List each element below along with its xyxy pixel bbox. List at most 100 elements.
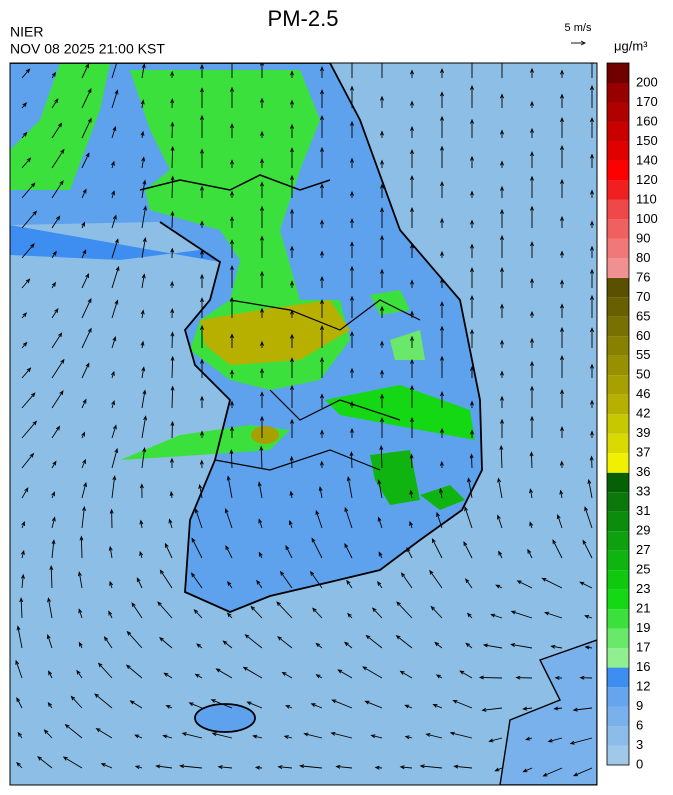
- colorbar: 0369121617192123252729313336373942465055…: [606, 62, 658, 771]
- wind-arrow: [111, 299, 119, 319]
- wind-arrow: [467, 477, 473, 499]
- wind-arrow: [410, 100, 414, 108]
- wind-arrow: [290, 333, 294, 348]
- wind-arrow: [289, 490, 294, 499]
- wind-arrow: [244, 634, 263, 649]
- wind-arrow: [500, 129, 504, 138]
- wind-arrow: [350, 367, 354, 378]
- wind-arrow: [157, 601, 173, 619]
- wind-arrow: [81, 273, 90, 289]
- wind-arrow: [136, 577, 143, 589]
- wind-arrow: [550, 644, 563, 649]
- wind-arrow: [589, 455, 594, 469]
- wind-arrow: [51, 539, 56, 559]
- wind-arrow: [584, 645, 593, 650]
- wind-arrow: [70, 695, 83, 709]
- wind-arrow: [260, 97, 264, 108]
- wind-arrow: [530, 277, 534, 288]
- title: PM-2.5: [268, 6, 339, 31]
- wind-arrow: [315, 674, 323, 679]
- wind-arrow: [290, 147, 294, 168]
- pm-area: [120, 425, 290, 460]
- colorbar-label: 39: [636, 425, 650, 440]
- wind-arrow: [530, 415, 534, 438]
- colorbar-label: 150: [636, 133, 658, 148]
- wind-arrow: [470, 400, 474, 408]
- wind-arrow: [51, 358, 65, 379]
- wind-arrow: [440, 325, 444, 348]
- wind-arrow: [140, 340, 145, 349]
- wind-arrow: [168, 518, 173, 529]
- wind-arrow: [530, 205, 534, 228]
- wind-arrow: [16, 625, 23, 649]
- wind-arrow: [81, 458, 86, 469]
- wind-arrow: [51, 250, 57, 259]
- wind-arrow: [370, 734, 383, 739]
- wind-arrow: [111, 214, 117, 229]
- wind-arrow: [470, 219, 474, 228]
- wind-arrow: [320, 275, 324, 288]
- wind-arrow: [48, 670, 53, 679]
- wind-arrow: [139, 550, 144, 559]
- wind-arrow: [51, 390, 64, 409]
- colorbar-label: 100: [636, 211, 658, 226]
- wind-arrow: [530, 127, 534, 138]
- wind-arrow: [246, 701, 263, 709]
- wind-arrow: [110, 370, 115, 379]
- colorbar-segment: [607, 667, 629, 688]
- colorbar-label: 6: [636, 717, 643, 732]
- wind-arrow: [111, 160, 115, 169]
- wind-arrow: [231, 63, 233, 78]
- wind-arrow: [439, 487, 443, 499]
- wind-arrow: [100, 763, 113, 769]
- wind-arrow: [374, 765, 383, 770]
- wind-arrow: [560, 326, 564, 348]
- wind-arrow: [21, 392, 36, 409]
- wind-arrow: [81, 327, 92, 349]
- wind-arrow: [170, 308, 175, 319]
- wind-arrow: [409, 453, 414, 469]
- wind-arrow: [81, 481, 87, 499]
- colorbar-segment: [607, 375, 629, 395]
- wind-arrow: [584, 614, 593, 619]
- wind-arrow: [440, 115, 444, 138]
- wind-arrow: [590, 117, 594, 138]
- wind-arrow: [470, 266, 474, 288]
- wind-arrow: [179, 764, 203, 769]
- wind-arrow: [134, 765, 143, 770]
- wind-arrow: [181, 732, 203, 739]
- wind-arrow: [257, 481, 263, 499]
- wind-arrow: [260, 158, 264, 168]
- wind-arrow: [409, 520, 413, 529]
- wind-arrow: [559, 489, 564, 499]
- boundary: [214, 299, 421, 471]
- wind-arrow: [21, 312, 27, 319]
- wind-arrow: [346, 579, 353, 589]
- wind-arrow: [51, 215, 61, 229]
- wind-arrow: [552, 539, 563, 559]
- wind-arrow: [211, 732, 233, 739]
- wind-arrow: [410, 335, 414, 348]
- wind-arrow: [380, 159, 384, 168]
- wind-arrow: [500, 234, 504, 258]
- wind-arrow: [111, 400, 115, 409]
- wind-arrow: [590, 327, 594, 348]
- wind-arrow: [395, 634, 413, 649]
- wind-arrow: [229, 448, 234, 469]
- map-frame: [9, 62, 598, 786]
- wind-arrow: [290, 99, 294, 108]
- wind-scale-arrow: [571, 40, 587, 46]
- colorbar-label: 25: [636, 562, 650, 577]
- wind-arrow: [230, 86, 234, 108]
- colorbar-label: 140: [636, 152, 658, 167]
- wind-arrow: [215, 668, 233, 679]
- wind-arrow: [350, 85, 354, 108]
- wind-arrow: [560, 354, 564, 378]
- wind-arrow: [139, 519, 144, 529]
- wind-arrow: [21, 182, 36, 199]
- wind-arrow: [230, 425, 234, 438]
- wind-arrow: [560, 144, 564, 168]
- wind-field: [15, 63, 594, 777]
- boundary: [139, 174, 331, 191]
- wind-arrow: [560, 279, 564, 288]
